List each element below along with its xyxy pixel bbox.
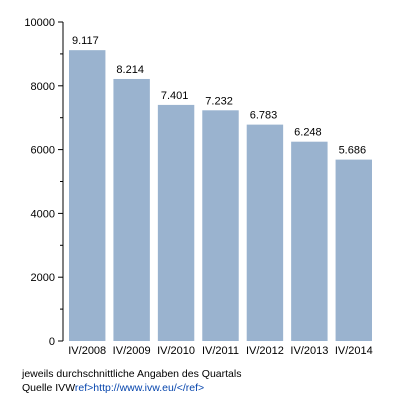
- bar-value-label: 9.117: [72, 35, 99, 47]
- source-link[interactable]: ref>http://www.ivw.eu/</ref>: [74, 382, 205, 394]
- x-tick-label: IV/2012: [246, 345, 284, 357]
- x-tick-label: IV/2010: [157, 345, 195, 357]
- x-tick-label: IV/2014: [335, 345, 373, 357]
- bar: [291, 141, 328, 341]
- footnote-source: Quelle IVWref>http://www.ivw.eu/</ref>: [22, 382, 204, 395]
- x-tick-label: IV/2008: [68, 345, 106, 357]
- x-tick-label: IV/2011: [202, 345, 239, 357]
- y-tick-label: 8000: [31, 81, 55, 93]
- bar-value-label: 6.783: [250, 110, 278, 122]
- bar: [157, 104, 195, 341]
- source-label: Quelle IVW: [22, 382, 75, 394]
- bar-value-label: 7.232: [205, 95, 233, 107]
- bar-value-label: 6.248: [294, 127, 322, 139]
- footnote-average: jeweils durchschnittliche Angaben des Qu…: [22, 368, 242, 380]
- bar: [202, 110, 239, 342]
- y-tick-label: 10000: [24, 17, 55, 29]
- y-tick-label: 2000: [31, 272, 55, 284]
- bar: [335, 159, 372, 341]
- y-tick-label: 4000: [31, 208, 55, 220]
- bar-value-label: 5.686: [339, 145, 367, 157]
- bar-value-label: 7.401: [161, 90, 189, 102]
- bar-chart: 0 2000 4000 6000 8000 10000 9.117 IV/2008 8.214 I…: [24, 17, 373, 357]
- x-tick-label: IV/2013: [290, 345, 328, 357]
- y-tick-label: 6000: [31, 145, 55, 157]
- bar-value-label: 8.214: [116, 64, 144, 76]
- bar: [69, 50, 106, 342]
- bar: [246, 124, 284, 341]
- bar: [113, 78, 150, 342]
- x-tick-label: IV/2009: [113, 345, 151, 357]
- y-tick-label: 0: [49, 336, 55, 348]
